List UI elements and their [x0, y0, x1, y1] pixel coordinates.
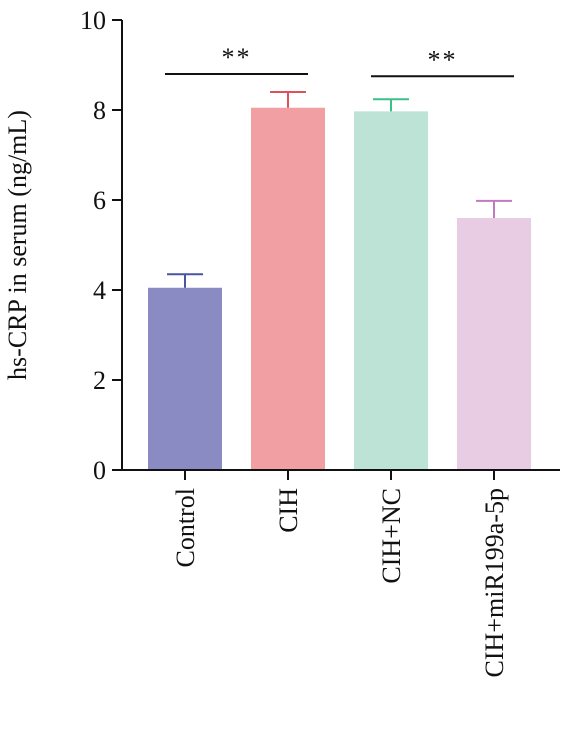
significance-label: ** [428, 45, 458, 74]
bar-cih [251, 107, 325, 470]
bar-control [148, 287, 222, 470]
y-tick-label: 8 [93, 96, 106, 125]
y-axis-title: hs-CRP in serum (ng/mL) [3, 110, 32, 380]
y-tick-label: 10 [80, 6, 106, 35]
y-tick-label: 0 [93, 456, 106, 485]
x-category-label: CIH+NC [377, 488, 406, 584]
bars [148, 107, 531, 470]
y-tick-label: 2 [93, 366, 106, 395]
bar-cih-nc [354, 111, 428, 470]
error-bars [167, 91, 512, 288]
y-axis: 0 2 4 6 8 10 [80, 6, 123, 485]
x-category-label: CIH+miR199a-5p [480, 488, 509, 677]
x-category-label: CIH [274, 488, 303, 533]
y-tick-label: 6 [93, 186, 106, 215]
bar-cih-mir199a-5p [457, 218, 531, 470]
y-tick-label: 4 [93, 276, 106, 305]
x-category-label: Control [171, 488, 200, 567]
significance-annotations: ** ** [165, 43, 514, 78]
significance-label: ** [222, 43, 252, 72]
x-axis: Control CIH CIH+NC CIH+miR199a-5p [122, 469, 560, 677]
